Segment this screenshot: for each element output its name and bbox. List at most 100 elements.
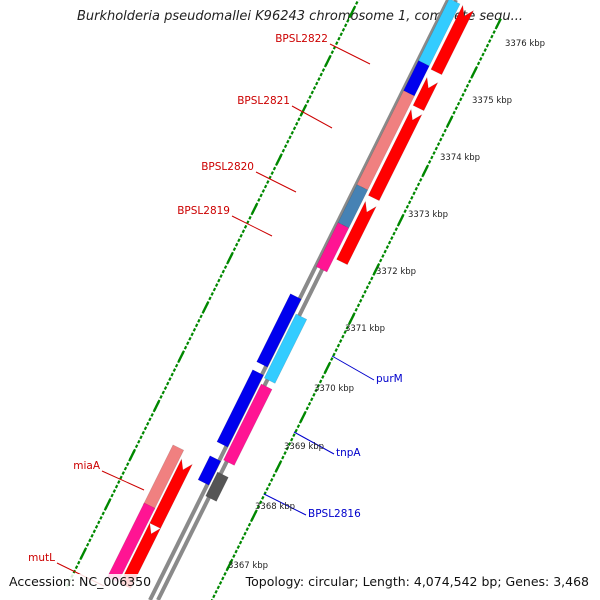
- gene-label-tnpa[interactable]: tnpA: [336, 447, 361, 459]
- tick-mark: [347, 321, 352, 326]
- tick-mark: [243, 531, 247, 536]
- tick-mark: [79, 556, 83, 561]
- gene-feature-forward-strand: [336, 200, 377, 266]
- tick-mark: [248, 215, 252, 220]
- tick-mark: [297, 117, 301, 122]
- tick-mark: [194, 323, 199, 328]
- tick-mark: [434, 146, 438, 151]
- tick-mark: [275, 461, 282, 472]
- tick-mark: [117, 480, 121, 484]
- tick-mark: [441, 133, 445, 138]
- scale-label: 3376 kbp: [505, 39, 545, 49]
- tick-mark: [212, 594, 216, 599]
- gene-feature-salmon: [356, 90, 415, 191]
- tick-mark: [321, 374, 325, 379]
- tick-mark: [307, 401, 312, 406]
- callout-line-bpsl2821: [291, 105, 333, 129]
- gene-label-bpsl2816[interactable]: BPSL2816: [308, 508, 361, 520]
- tick-mark: [159, 395, 163, 399]
- tick-mark: [212, 287, 217, 292]
- gene-feature-blue: [216, 369, 264, 448]
- tick-mark: [312, 392, 316, 397]
- tick-mark: [479, 57, 483, 61]
- callout-line-purm: [331, 355, 375, 381]
- tick-mark: [298, 419, 303, 424]
- tick-mark: [481, 52, 485, 57]
- tick-mark: [305, 406, 309, 411]
- tick-mark: [295, 121, 299, 126]
- gene-features: [107, 0, 475, 589]
- tick-mark: [247, 522, 252, 527]
- tick-mark: [372, 272, 376, 276]
- gene-feature-blue: [256, 293, 302, 368]
- tick-mark: [223, 265, 228, 270]
- tick-mark: [221, 269, 226, 274]
- tick-mark: [85, 542, 90, 547]
- gene-label-bpsl2819[interactable]: BPSL2819: [177, 205, 230, 217]
- tick-mark: [275, 154, 283, 165]
- tick-mark: [430, 155, 434, 160]
- gene-label-miaa[interactable]: miaA: [73, 460, 101, 472]
- tick-mark: [197, 318, 201, 323]
- scale-label: 3375 kbp: [472, 96, 512, 106]
- tick-mark: [101, 511, 105, 516]
- tick-mark: [238, 540, 243, 545]
- tick-mark: [485, 43, 490, 48]
- tick-mark: [286, 139, 290, 144]
- tick-mark: [367, 280, 372, 285]
- tick-mark: [281, 148, 286, 153]
- gene-feature-light-blue: [263, 313, 308, 384]
- tick-mark: [314, 388, 318, 393]
- tick-mark: [470, 67, 478, 78]
- tick-mark: [463, 88, 467, 93]
- tick-mark: [88, 538, 92, 543]
- tick-mark: [343, 330, 347, 335]
- tick-mark: [261, 495, 265, 500]
- tick-mark: [410, 195, 414, 200]
- tick-mark: [365, 285, 370, 290]
- tick-mark: [251, 203, 258, 214]
- gene-feature-forward-strand: [367, 108, 423, 202]
- tick-mark: [349, 6, 356, 17]
- tick-mark: [443, 128, 447, 133]
- tick-mark: [341, 27, 346, 32]
- gene-label-bpsl2820[interactable]: BPSL2820: [201, 161, 254, 173]
- tick-mark: [285, 446, 289, 451]
- tick-mark: [123, 466, 128, 471]
- tick-mark: [387, 240, 392, 245]
- map-title: Burkholderia pseudomallei K96243 chromos…: [76, 9, 524, 24]
- tick-mark: [332, 352, 336, 357]
- tick-mark: [343, 23, 348, 28]
- scale-label: 3374 kbp: [440, 153, 480, 163]
- tick-mark: [315, 81, 319, 86]
- tick-mark: [153, 400, 160, 411]
- tick-mark: [210, 292, 214, 296]
- tick-mark: [392, 231, 396, 236]
- tick-mark: [152, 408, 157, 413]
- tick-mark: [452, 110, 456, 115]
- tick-mark: [145, 421, 150, 426]
- gene-label-bpsl2822[interactable]: BPSL2822: [275, 33, 328, 45]
- tick-mark: [272, 166, 277, 171]
- tick-mark: [183, 345, 188, 350]
- tick-mark: [243, 224, 248, 229]
- tick-mark: [237, 238, 241, 243]
- tick-mark: [294, 428, 298, 433]
- gene-label-mutl[interactable]: mutL: [28, 552, 55, 564]
- tick-mark: [312, 86, 317, 90]
- tick-mark: [390, 236, 394, 241]
- tick-mark: [270, 477, 274, 482]
- tick-mark: [283, 144, 288, 149]
- tick-mark: [337, 36, 341, 41]
- gene-label-purm[interactable]: purM: [376, 373, 403, 385]
- tick-mark: [372, 264, 380, 275]
- tick-mark: [202, 302, 209, 313]
- tick-mark: [318, 379, 323, 384]
- tick-mark: [219, 274, 223, 278]
- tick-mark: [490, 34, 494, 39]
- tick-mark: [355, 0, 359, 5]
- tick-mark: [199, 314, 203, 319]
- tick-mark: [221, 576, 225, 581]
- gene-label-bpsl2821[interactable]: BPSL2821: [237, 95, 290, 107]
